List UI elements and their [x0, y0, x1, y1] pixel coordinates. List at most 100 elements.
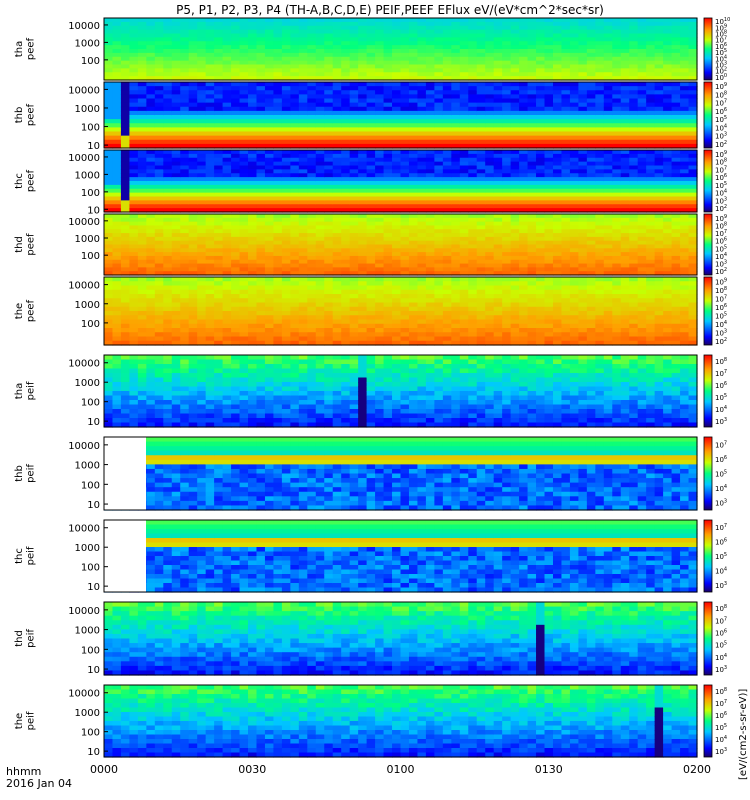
- colorbar-tick-label: 107: [715, 294, 727, 303]
- colorbar-tick-label: 105: [715, 48, 727, 57]
- y-tick-label: 1000: [75, 708, 100, 719]
- colorbar: [703, 276, 713, 346]
- colorbar-tick-label: 104: [715, 735, 727, 744]
- x-axis: 0000 0030 0100 0130 0200: [90, 763, 711, 776]
- colorbar-tick-label: 107: [715, 369, 727, 378]
- x-tick-label: 0100: [387, 763, 415, 776]
- colorbar-tick-label: 106: [715, 538, 727, 547]
- colorbar: [703, 213, 713, 276]
- colorbar: [703, 17, 713, 81]
- panel-label: thapeef: [14, 37, 37, 60]
- colorbar: [703, 436, 713, 511]
- y-tick-label: 1000: [75, 543, 100, 554]
- colorbar-tick-label: 104: [715, 123, 727, 132]
- y-tick-label: 10000: [68, 606, 100, 617]
- colorbar-tick-label: 106: [715, 628, 727, 637]
- colorbar-tick-label: 105: [715, 393, 727, 402]
- x-tick-label: 0000: [90, 763, 118, 776]
- colorbar-tick-label: 104: [715, 653, 727, 662]
- colorbar-tick-label: 109: [715, 214, 727, 223]
- colorbar-tick-label: 108: [715, 687, 727, 696]
- colorbar-tick-label: 105: [715, 244, 727, 253]
- y-tick-label: 100: [81, 480, 100, 491]
- y-tick-label: 10000: [68, 153, 100, 164]
- colorbar-tick-label: 108: [715, 158, 727, 167]
- panel-label: thcpeef: [14, 169, 37, 192]
- y-tick-label: 10000: [68, 85, 100, 96]
- y-tick-label: 10000: [68, 689, 100, 700]
- x-tick-label: 0130: [535, 763, 563, 776]
- colorbar-tick-label: 108: [715, 286, 727, 295]
- y-tick-label: 1000: [75, 378, 100, 389]
- colorbar-tick-label: 105: [715, 115, 727, 124]
- colorbar-tick-label: 104: [715, 320, 727, 329]
- colorbar-tick-label: 102: [715, 67, 727, 76]
- colorbar-tick-label: 106: [715, 381, 727, 390]
- colorbar: [703, 601, 713, 676]
- colorbar-tick-label: 106: [715, 173, 727, 182]
- panel-label: thdpeef: [14, 233, 37, 256]
- y-tick-label: 10: [87, 500, 100, 511]
- x-tick-label: 0030: [238, 763, 266, 776]
- y-tick-label: 100: [81, 645, 100, 656]
- panel-thc-peef: 10100100010000thcpeef1021031041051061071…: [14, 149, 727, 216]
- chart-title: P5, P1, P2, P3, P4 (TH-A,B,C,D,E) PEIF,P…: [176, 3, 604, 17]
- colorbar: [703, 81, 713, 149]
- y-tick-label: 100: [81, 123, 100, 134]
- colorbar-tick-label: 103: [715, 747, 727, 756]
- panel-thd-peef: 100 1000 10000 thdpeef 102103104105106107108…: [14, 213, 727, 276]
- y-tick-label: 10: [87, 582, 100, 593]
- colorbar: [703, 354, 713, 428]
- colorbar-tick-label: 109: [715, 23, 727, 32]
- panel-tha-peef: 100100010000thapeef100102103104105106107…: [14, 17, 730, 82]
- y-tick-label: 100: [81, 728, 100, 739]
- colorbar-tick-label: 103: [715, 499, 727, 508]
- colorbar-tick-label: 106: [715, 42, 727, 51]
- colorbar-tick-label: 105: [715, 641, 727, 650]
- x-tick-label: 0200: [683, 763, 711, 776]
- colorbar-tick-label: 103: [715, 417, 727, 426]
- colorbar-tick-label: 103: [715, 132, 727, 141]
- colorbar-tick-label: 104: [715, 405, 727, 414]
- y-tick-label: 1000: [75, 170, 100, 181]
- colorbar-tick-label: 107: [715, 616, 727, 625]
- panel-label: thepeif: [14, 711, 37, 730]
- colorbar-tick-label: 106: [715, 237, 727, 246]
- panel-the-peef: 100 1000 10000 thepeef 102103104105106107108…: [14, 276, 727, 346]
- panel-tha-peif: 10 100 1000 10000 thapeif 103 104 105 106 107 108: [14, 354, 727, 428]
- y-tick-label: 1000: [75, 461, 100, 472]
- colorbar-tick-label: 103: [715, 665, 727, 674]
- colorbar-tick-label: 106: [715, 711, 727, 720]
- colorbar-tick-label: 102: [715, 337, 727, 346]
- colorbar-tick-label: 105: [715, 181, 727, 190]
- colorbar-tick-label: 106: [715, 303, 727, 312]
- x-axis-label: hhmm: [6, 765, 41, 778]
- colorbar-tick-label: 102: [715, 140, 727, 149]
- y-tick-label: 1000: [75, 234, 100, 245]
- colorbar-tick-label: 107: [715, 165, 727, 174]
- panel-thb-peef: 10100100010000thbpeef1021031041051061071…: [14, 81, 727, 152]
- colorbar-tick-label: 108: [715, 604, 727, 613]
- y-tick-label: 10000: [68, 359, 100, 370]
- y-tick-label: 10: [87, 141, 100, 152]
- colorbar: [703, 149, 713, 213]
- colorbar-tick-label: 109: [715, 277, 727, 286]
- y-tick-label: 1000: [75, 300, 100, 311]
- colorbar-label: [eV/(cm2-s-sr-eV)]: [738, 689, 749, 780]
- y-tick-label: 100: [81, 56, 100, 67]
- colorbar-tick-label: 107: [715, 440, 727, 449]
- colorbar-tick-label: 105: [715, 470, 727, 479]
- colorbar-tick-label: 107: [715, 229, 727, 238]
- colorbar-tick-label: 103: [715, 196, 727, 205]
- colorbar-tick-label: 105: [715, 311, 727, 320]
- y-tick-label: 100: [81, 563, 100, 574]
- y-tick-label: 1000: [75, 626, 100, 637]
- y-tick-label: 100: [81, 188, 100, 199]
- colorbar-tick-label: 103: [715, 581, 727, 590]
- colorbar-tick-label: 109: [715, 150, 727, 159]
- panel-label: thapeif: [14, 381, 37, 400]
- colorbar-tick-label: 104: [715, 54, 727, 63]
- colorbar-tick-label: 104: [715, 566, 727, 575]
- colorbar-tick-label: 108: [715, 221, 727, 230]
- panel-label: thbpeif: [14, 464, 37, 483]
